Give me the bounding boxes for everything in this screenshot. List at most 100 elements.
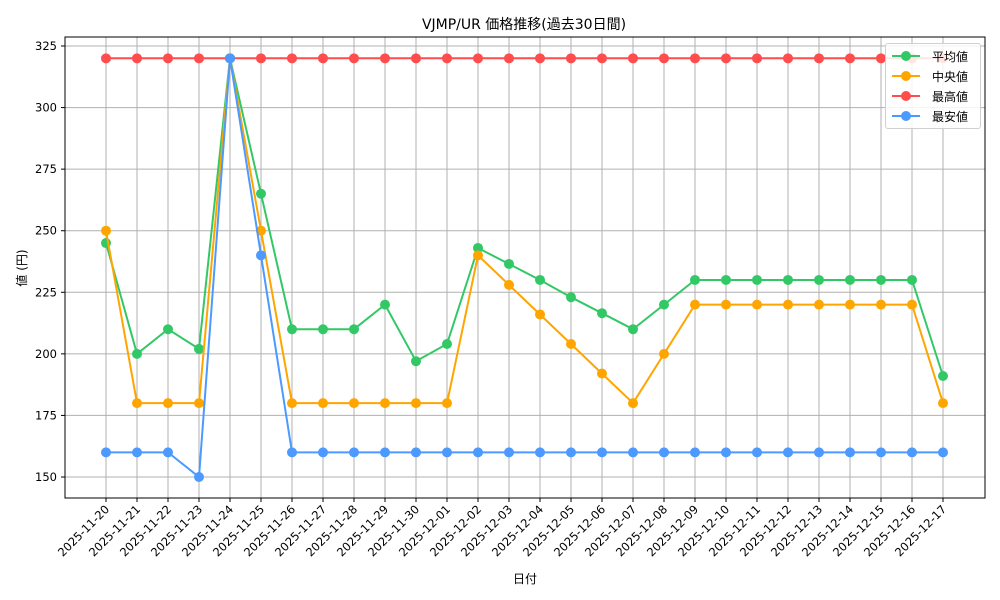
data-point — [721, 447, 731, 458]
y-tick-label: 200 — [35, 347, 57, 361]
data-point — [132, 348, 142, 359]
data-point — [411, 447, 421, 458]
data-point — [628, 53, 638, 64]
legend-item: 平均値 — [886, 45, 980, 66]
data-point — [907, 274, 917, 285]
data-point — [256, 188, 266, 199]
data-point — [876, 299, 886, 310]
data-point — [380, 398, 390, 409]
data-point — [132, 398, 142, 409]
x-axis-ticks: 2025-11-202025-11-212025-11-222025-11-23… — [55, 498, 949, 559]
legend-label: 最高値 — [932, 90, 969, 104]
data-point — [535, 309, 545, 320]
data-point — [845, 299, 855, 310]
data-point — [628, 398, 638, 409]
data-point — [752, 447, 762, 458]
data-point — [938, 398, 948, 409]
data-point — [287, 53, 297, 64]
data-point — [690, 53, 700, 64]
data-point — [318, 398, 328, 409]
data-point — [194, 472, 204, 482]
legend-label: 平均値 — [932, 50, 969, 64]
data-point — [814, 299, 824, 310]
y-axis-label: 値 (円) — [14, 249, 29, 286]
data-point — [349, 447, 359, 458]
data-point — [566, 292, 576, 303]
data-point — [504, 53, 514, 64]
legend-label: 中央値 — [932, 70, 969, 84]
data-point — [628, 324, 638, 335]
data-point — [783, 53, 793, 64]
data-point — [535, 274, 545, 285]
series-3 — [101, 53, 948, 482]
data-point — [318, 447, 328, 458]
y-tick-label: 225 — [35, 285, 57, 299]
data-point — [132, 53, 142, 64]
legend-label: 最安値 — [932, 110, 969, 124]
data-point — [659, 447, 669, 458]
data-point — [442, 53, 452, 64]
data-point — [721, 53, 731, 64]
data-point — [287, 447, 297, 458]
data-point — [597, 368, 607, 379]
data-point — [566, 53, 576, 64]
y-tick-label: 150 — [35, 470, 57, 484]
data-point — [814, 447, 824, 458]
data-point — [690, 274, 700, 285]
series-line — [105, 58, 944, 405]
data-point — [690, 447, 700, 458]
data-point — [597, 53, 607, 64]
data-point — [628, 447, 638, 458]
data-point — [442, 398, 452, 409]
y-tick-label: 250 — [35, 224, 57, 238]
data-point — [938, 371, 948, 382]
data-point — [566, 447, 576, 458]
series-line — [106, 58, 943, 479]
data-point — [814, 53, 824, 64]
data-point — [659, 299, 669, 310]
data-point — [349, 53, 359, 64]
data-point — [442, 339, 452, 350]
data-point — [845, 274, 855, 285]
data-point — [659, 348, 669, 359]
data-point — [876, 274, 886, 285]
data-point — [845, 447, 855, 458]
data-point — [380, 447, 390, 458]
data-point — [504, 258, 514, 269]
data-point — [101, 447, 111, 458]
y-tick-label: 300 — [35, 101, 57, 115]
legend-item: 中央値 — [886, 65, 980, 86]
data-point — [163, 53, 173, 64]
data-point — [411, 53, 421, 64]
plot-frame — [64, 36, 986, 499]
data-point — [597, 447, 607, 458]
data-point — [783, 299, 793, 310]
legend-marker-icon — [901, 71, 911, 81]
data-point — [194, 53, 204, 64]
x-axis-label: 日付 — [513, 572, 537, 586]
legend-marker-icon — [901, 51, 911, 61]
data-point — [938, 447, 948, 458]
data-point — [442, 447, 452, 458]
data-point — [318, 53, 328, 64]
y-tick-label: 175 — [35, 408, 57, 422]
data-point — [783, 447, 793, 458]
data-point — [225, 53, 235, 64]
data-point — [504, 447, 514, 458]
data-point — [473, 250, 483, 261]
data-point — [752, 299, 762, 310]
data-point — [194, 343, 204, 354]
data-point — [721, 299, 731, 310]
series-1 — [101, 53, 948, 409]
data-point — [380, 299, 390, 310]
data-point — [566, 339, 576, 350]
data-point — [163, 324, 173, 335]
data-point — [597, 308, 607, 319]
y-tick-label: 275 — [35, 162, 57, 176]
data-point — [411, 398, 421, 409]
data-point — [163, 398, 173, 409]
data-point — [411, 356, 421, 367]
data-point — [876, 53, 886, 64]
series-line — [105, 58, 944, 377]
